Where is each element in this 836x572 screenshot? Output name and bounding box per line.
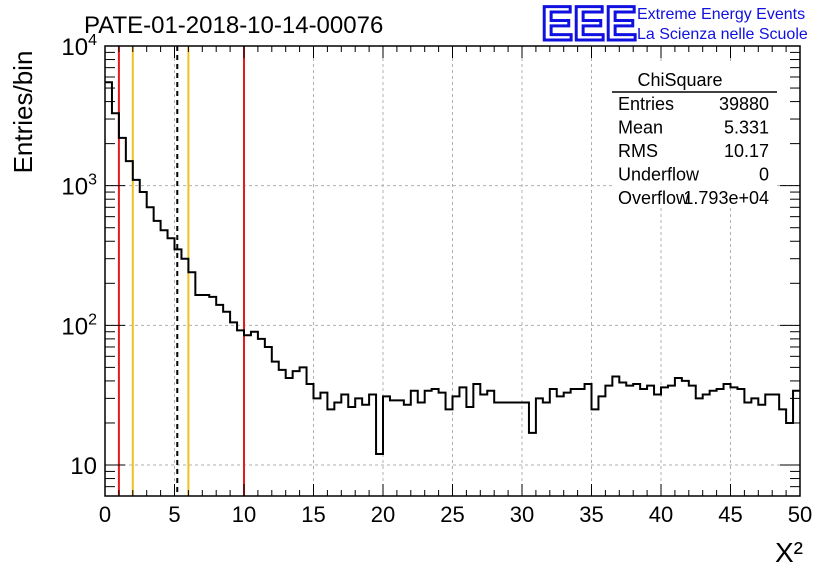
stats-title: ChiSquare xyxy=(637,70,722,90)
stats-value: 0 xyxy=(759,165,769,185)
stats-box: ChiSquare Entries 39880 Mean 5.331 RMS 10.17 U… xyxy=(612,63,777,208)
x-tick-label: 20 xyxy=(371,502,395,527)
x-tick-label: 35 xyxy=(579,502,603,527)
stats-label: Overflow xyxy=(618,188,690,208)
stats-value: 1.793e+04 xyxy=(683,188,769,208)
x-tick-label: 5 xyxy=(168,502,180,527)
stats-rows: Entries 39880 Mean 5.331 RMS 10.17 Underflow 0 O… xyxy=(618,94,769,208)
stats-value: 10.17 xyxy=(724,141,769,161)
x-tick-label: 50 xyxy=(788,502,812,527)
histogram-series xyxy=(105,81,800,455)
axis-ticks xyxy=(104,45,801,497)
y-tick-labels: 10 102 103 104 xyxy=(61,32,97,480)
x-axis-label: X² xyxy=(775,537,803,568)
logo-line-2: La Scienza nelle Scuole xyxy=(637,26,808,43)
x-tick-label: 30 xyxy=(510,502,534,527)
eee-logo: EEE Extreme Energy Events La Scienza nel… xyxy=(540,0,808,53)
x-tick-label: 0 xyxy=(99,502,111,527)
x-tick-label: 45 xyxy=(718,502,742,527)
x-tick-labels: 0 5 10 15 20 25 30 35 40 45 50 xyxy=(99,502,812,527)
stats-label: Mean xyxy=(618,118,663,138)
y-axis-label: Entries/bin xyxy=(8,51,38,174)
x-tick-label: 15 xyxy=(301,502,325,527)
chart-title: PATE-01-2018-10-14-00076 xyxy=(84,12,383,39)
logo-line-1: Extreme Energy Events xyxy=(637,6,805,23)
y-tick-label: 10 xyxy=(70,453,97,480)
logo-mark: EEE xyxy=(541,0,637,51)
stats-label: Entries xyxy=(618,94,674,114)
y-tick-label: 104 xyxy=(61,32,97,61)
x-tick-label: 40 xyxy=(649,502,673,527)
stats-value: 5.331 xyxy=(724,118,769,138)
stats-value: 39880 xyxy=(719,94,769,114)
x-tick-label: 25 xyxy=(440,502,464,527)
stats-box-background xyxy=(614,63,777,205)
y-tick-label: 102 xyxy=(61,311,97,340)
y-tick-label: 103 xyxy=(61,172,97,201)
x-tick-label: 10 xyxy=(232,502,256,527)
stats-label: Underflow xyxy=(618,165,700,185)
marker-lines xyxy=(117,46,245,496)
stats-label: RMS xyxy=(618,141,658,161)
